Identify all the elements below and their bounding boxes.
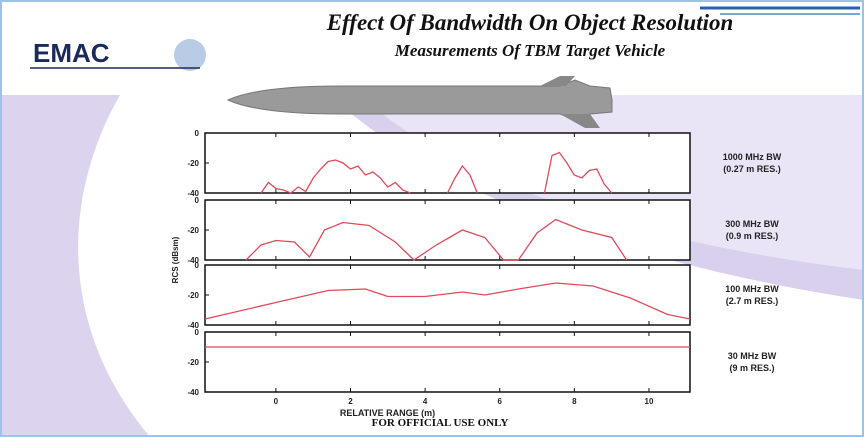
x-tick-label: 0 [274, 397, 279, 406]
x-tick-label: 8 [572, 397, 577, 406]
subtitle: Measurements Of TBM Target Vehicle [394, 41, 666, 60]
logo-globe [174, 39, 206, 71]
y-tick-label: 0 [195, 129, 200, 138]
y-tick-label: 0 [195, 328, 200, 337]
y-tick-label: -20 [187, 358, 199, 367]
x-tick-label: 10 [645, 397, 654, 406]
panel-sublabel: (9 m RES.) [729, 363, 774, 373]
y-tick-label: 0 [195, 261, 200, 270]
panel-sublabel: (0.27 m RES.) [723, 164, 781, 174]
y-tick-label: -20 [187, 226, 199, 235]
plot-frame [205, 200, 690, 260]
plot-frame [205, 265, 690, 325]
title: Effect Of Bandwidth On Object Resolution [326, 10, 734, 35]
panel-label: 300 MHz BW [725, 219, 779, 229]
y-axis-label: RCS (dBsm) [171, 236, 180, 283]
panel-sublabel: (0.9 m RES.) [726, 231, 779, 241]
x-axis-label: RELATIVE RANGE (m) [340, 408, 435, 418]
y-tick-label: 0 [195, 196, 200, 205]
x-tick-label: 6 [498, 397, 503, 406]
page: EMAC Effect Of Bandwidth On Object Resol… [0, 0, 864, 437]
plot-frame [205, 133, 690, 193]
logo: EMAC [33, 38, 110, 68]
footer: FOR OFFICIAL USE ONLY [372, 417, 509, 429]
y-tick-label: -20 [187, 159, 199, 168]
panel-sublabel: (2.7 m RES.) [726, 296, 779, 306]
x-tick-label: 4 [423, 397, 428, 406]
x-tick-label: 2 [348, 397, 353, 406]
plot-frame [205, 332, 690, 392]
y-tick-label: -40 [187, 388, 199, 397]
panel-label: 1000 MHz BW [723, 152, 782, 162]
slide: EMAC Effect Of Bandwidth On Object Resol… [0, 0, 864, 437]
panel-label: 30 MHz BW [728, 351, 777, 361]
y-tick-label: -20 [187, 291, 199, 300]
panel-label: 100 MHz BW [725, 284, 779, 294]
